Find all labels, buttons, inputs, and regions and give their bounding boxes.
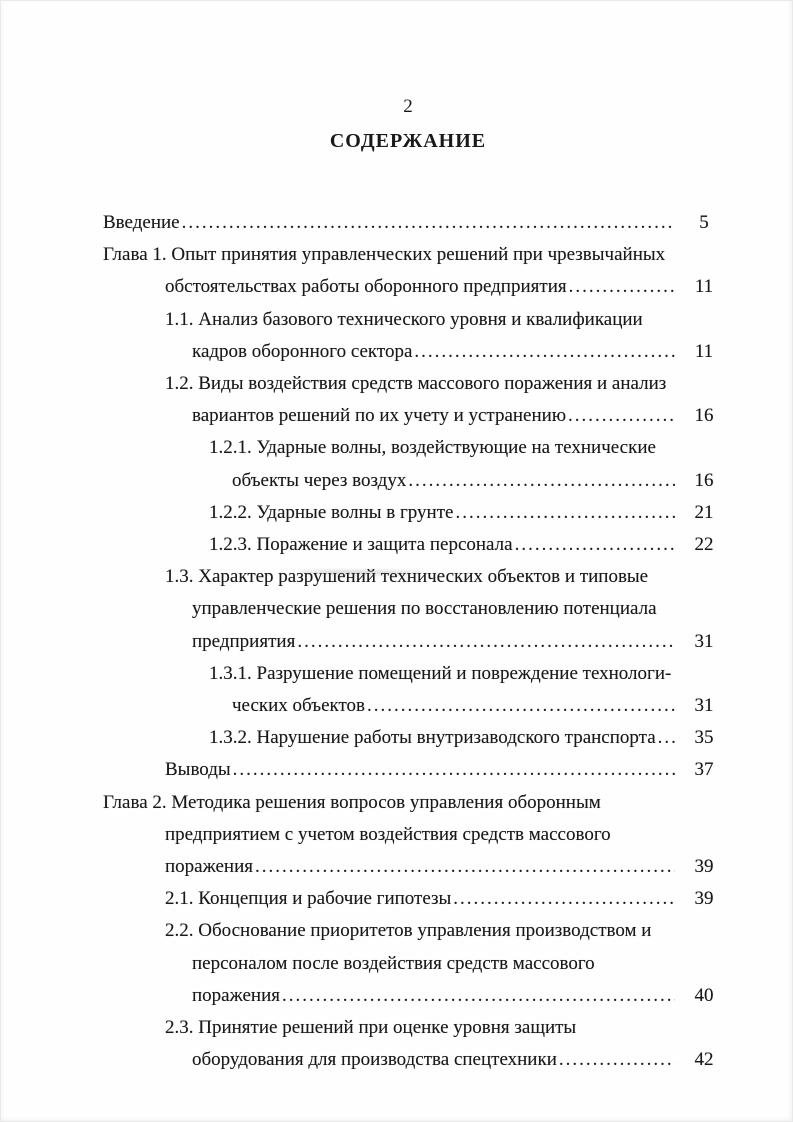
toc-line: Выводы..................................… — [103, 754, 733, 786]
dot-leader: ........................................… — [181, 212, 675, 233]
toc-line: Глава 1. Опыт принятия управленческих ре… — [103, 239, 733, 271]
toc-line-text: 2.1. Концепция и рабочие гипотезы — [165, 888, 452, 910]
toc-line: 1.3.1. Разрушение помещений и повреждени… — [103, 658, 733, 690]
dot-leader: ........................................… — [367, 695, 675, 717]
toc-line-text: 1.2.3. Поражение и защита персонала — [209, 534, 513, 556]
toc-line-text: 1.3. Характер разрушений технических объ… — [165, 566, 649, 588]
toc-line: предприятием с учетом воздействия средст… — [103, 819, 733, 851]
toc-line-text: 2.3. Принятие решений при оценке уровня … — [165, 1017, 577, 1039]
toc-line: предприятия.............................… — [103, 626, 733, 658]
toc-page-number: 22 — [694, 534, 714, 556]
toc-line: вариантов решений по их учету и устранен… — [103, 400, 733, 432]
toc-line-text: 1.3.1. Разрушение помещений и повреждени… — [209, 662, 672, 684]
toc-line-text: Выводы — [165, 759, 231, 781]
toc-line: 1.3.2. Нарушение работы внутризаводского… — [103, 722, 733, 754]
toc-line: поражения...............................… — [103, 980, 733, 1012]
dot-leader: ........................................… — [455, 501, 675, 523]
toc-page-number: 11 — [694, 340, 714, 362]
toc-line: кадров оборонного сектора...............… — [103, 336, 733, 368]
toc-line-text: управленческие решения по восстановлению… — [192, 598, 657, 620]
toc-line: поражения...............................… — [103, 851, 733, 883]
toc-line: управленческие решения по восстановлению… — [103, 593, 733, 625]
toc-line: 2.1. Концепция и рабочие гипотезы.......… — [103, 883, 733, 915]
dot-leader: ........................................… — [255, 856, 675, 878]
dot-leader: ........................................… — [558, 1049, 675, 1071]
toc-line: 1.2.1. Ударные волны, воздействующие на … — [103, 432, 733, 464]
dot-leader: ........................................… — [568, 276, 675, 298]
toc-page-number: 39 — [694, 888, 714, 910]
toc-line: ческих объектов.........................… — [103, 690, 733, 722]
toc-page-number: 5 — [699, 212, 709, 233]
toc-line: 1.1. Анализ базового технического уровня… — [103, 304, 733, 336]
toc-line-text: объекты через воздух — [232, 469, 407, 491]
dot-leader: ........................................… — [453, 888, 675, 910]
dot-leader: ........................................… — [514, 534, 675, 556]
toc-line: обстоятельствах работы оборонного предпр… — [103, 271, 733, 303]
toc-line-text: Глава 2. Методика решения вопросов управ… — [103, 791, 601, 813]
toc-line: 1.2.3. Поражение и защита персонала.....… — [103, 529, 733, 561]
toc-line-text: кадров оборонного сектора — [192, 340, 413, 362]
toc-page-number: 35 — [694, 727, 714, 749]
toc-page-number: 21 — [694, 501, 714, 523]
toc-page-number: 39 — [694, 856, 714, 878]
toc-line: персоналом после воздействия средств мас… — [103, 948, 733, 980]
toc-line-text: вариантов решений по их учету и устранен… — [192, 405, 567, 427]
toc-line: 1.2.2. Ударные волны в грунте...........… — [103, 497, 733, 529]
dot-leader: ........................................… — [297, 630, 675, 652]
toc-line-text: ческих объектов — [232, 695, 365, 717]
toc-line-text: 1.2. Виды воздействия средств массового … — [165, 373, 667, 395]
dot-leader: ........................................… — [657, 727, 675, 749]
dot-leader: ........................................… — [568, 405, 675, 427]
toc-page-number: 31 — [694, 630, 714, 652]
toc-line-text: оборудования для производства спецтехник… — [192, 1049, 557, 1071]
toc-line-text: 1.3.2. Нарушение работы внутризаводского… — [209, 727, 656, 749]
toc-line-text: поражения — [192, 984, 280, 1006]
dot-leader: ........................................… — [408, 469, 675, 491]
toc-line: Введение................................… — [103, 207, 733, 239]
toc-line: 2.3. Принятие решений при оценке уровня … — [103, 1012, 733, 1044]
toc-line-text: обстоятельствах работы оборонного предпр… — [165, 276, 567, 298]
toc-line-text: предприятием с учетом воздействия средст… — [165, 823, 611, 845]
toc-line-text: Введение — [103, 212, 180, 233]
toc-page-number: 37 — [694, 759, 714, 781]
toc-line: объекты через воздух....................… — [103, 465, 733, 497]
toc-line-text: поражения — [165, 856, 253, 878]
toc-list: Введение................................… — [103, 207, 733, 1076]
dot-leader: ........................................… — [414, 340, 675, 362]
page-folio-number: 2 — [403, 96, 413, 117]
toc-line: оборудования для производства спецтехник… — [103, 1044, 733, 1076]
toc-line-text: 1.1. Анализ базового технического уровня… — [165, 308, 643, 330]
toc-line-text: персоналом после воздействия средств мас… — [192, 952, 595, 974]
dot-leader: ........................................… — [232, 759, 675, 781]
toc-page-number: 16 — [694, 469, 714, 491]
toc-page-number: 16 — [694, 405, 714, 427]
toc-page-number: 11 — [694, 276, 714, 298]
toc-line-text: 1.2.1. Ударные волны, воздействующие на … — [209, 437, 656, 459]
page-title: СОДЕРЖАНИЕ — [329, 130, 487, 152]
toc-line-text: предприятия — [192, 630, 296, 652]
toc-page-number: 40 — [694, 984, 714, 1006]
toc-page-number: 42 — [694, 1049, 714, 1071]
toc-line-text: Глава 1. Опыт принятия управленческих ре… — [103, 244, 666, 266]
toc-page-number: 31 — [694, 695, 714, 717]
dot-leader: ........................................… — [282, 984, 675, 1006]
toc-line: 1.2. Виды воздействия средств массового … — [103, 368, 733, 400]
toc-line: 1.3. Характер разрушений технических объ… — [103, 561, 733, 593]
toc-line: 2.2. Обоснование приоритетов управления … — [103, 915, 733, 947]
toc-line: Глава 2. Методика решения вопросов управ… — [103, 787, 733, 819]
toc-line-text: 1.2.2. Ударные волны в грунте — [209, 501, 454, 523]
toc-line-text: 2.2. Обоснование приоритетов управления … — [165, 920, 652, 942]
